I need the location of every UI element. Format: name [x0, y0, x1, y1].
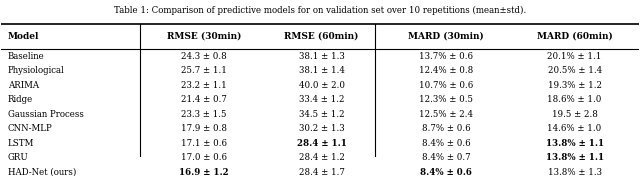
- Text: 19.5 ± 2.8: 19.5 ± 2.8: [552, 110, 598, 119]
- Text: 12.3% ± 0.5: 12.3% ± 0.5: [419, 95, 473, 104]
- Text: 14.6% ± 1.0: 14.6% ± 1.0: [547, 124, 602, 133]
- Text: 28.4 ± 1.1: 28.4 ± 1.1: [297, 139, 346, 147]
- Text: 23.3 ± 1.5: 23.3 ± 1.5: [181, 110, 227, 119]
- Text: 8.4% ± 0.6: 8.4% ± 0.6: [420, 168, 472, 176]
- Text: 13.7% ± 0.6: 13.7% ± 0.6: [419, 52, 473, 61]
- Text: Table 1: Comparison of predictive models for on validation set over 10 repetitio: Table 1: Comparison of predictive models…: [114, 6, 526, 15]
- Text: 13.8% ± 1.3: 13.8% ± 1.3: [548, 168, 602, 176]
- Text: 28.4 ± 1.2: 28.4 ± 1.2: [299, 153, 344, 162]
- Text: RMSE (30min): RMSE (30min): [166, 32, 241, 41]
- Text: 21.4 ± 0.7: 21.4 ± 0.7: [180, 95, 227, 104]
- Text: 12.4% ± 0.8: 12.4% ± 0.8: [419, 66, 473, 75]
- Text: 16.9 ± 1.2: 16.9 ± 1.2: [179, 168, 228, 176]
- Text: 28.4 ± 1.7: 28.4 ± 1.7: [299, 168, 344, 176]
- Text: 20.5% ± 1.4: 20.5% ± 1.4: [547, 66, 602, 75]
- Text: ARIMA: ARIMA: [8, 81, 39, 90]
- Text: 38.1 ± 1.4: 38.1 ± 1.4: [299, 66, 344, 75]
- Text: 24.3 ± 0.8: 24.3 ± 0.8: [181, 52, 227, 61]
- Text: 8.4% ± 0.7: 8.4% ± 0.7: [422, 153, 470, 162]
- Text: CNN-MLP: CNN-MLP: [8, 124, 52, 133]
- Text: 8.4% ± 0.6: 8.4% ± 0.6: [422, 139, 470, 147]
- Text: RMSE (60min): RMSE (60min): [284, 32, 359, 41]
- Text: HAD-Net (ours): HAD-Net (ours): [8, 168, 76, 176]
- Text: 38.1 ± 1.3: 38.1 ± 1.3: [299, 52, 344, 61]
- Text: Gaussian Process: Gaussian Process: [8, 110, 84, 119]
- Text: MARD (60min): MARD (60min): [537, 32, 612, 41]
- Text: MARD (30min): MARD (30min): [408, 32, 484, 41]
- Text: 13.8% ± 1.1: 13.8% ± 1.1: [545, 139, 604, 147]
- Text: 8.7% ± 0.6: 8.7% ± 0.6: [422, 124, 470, 133]
- Text: GRU: GRU: [8, 153, 29, 162]
- Text: Ridge: Ridge: [8, 95, 33, 104]
- Text: Model: Model: [8, 32, 39, 41]
- Text: 19.3% ± 1.2: 19.3% ± 1.2: [548, 81, 602, 90]
- Text: 13.8% ± 1.1: 13.8% ± 1.1: [545, 153, 604, 162]
- Text: 33.4 ± 1.2: 33.4 ± 1.2: [299, 95, 344, 104]
- Text: 17.0 ± 0.6: 17.0 ± 0.6: [180, 153, 227, 162]
- Text: 17.9 ± 0.8: 17.9 ± 0.8: [180, 124, 227, 133]
- Text: 20.1% ± 1.1: 20.1% ± 1.1: [547, 52, 602, 61]
- Text: Physiological: Physiological: [8, 66, 65, 75]
- Text: 40.0 ± 2.0: 40.0 ± 2.0: [299, 81, 344, 90]
- Text: 18.6% ± 1.0: 18.6% ± 1.0: [547, 95, 602, 104]
- Text: 17.1 ± 0.6: 17.1 ± 0.6: [180, 139, 227, 147]
- Text: Baseline: Baseline: [8, 52, 45, 61]
- Text: 25.7 ± 1.1: 25.7 ± 1.1: [180, 66, 227, 75]
- Text: 23.2 ± 1.1: 23.2 ± 1.1: [181, 81, 227, 90]
- Text: 34.5 ± 1.2: 34.5 ± 1.2: [299, 110, 344, 119]
- Text: LSTM: LSTM: [8, 139, 34, 147]
- Text: 12.5% ± 2.4: 12.5% ± 2.4: [419, 110, 473, 119]
- Text: 30.2 ± 1.3: 30.2 ± 1.3: [299, 124, 344, 133]
- Text: 10.7% ± 0.6: 10.7% ± 0.6: [419, 81, 473, 90]
